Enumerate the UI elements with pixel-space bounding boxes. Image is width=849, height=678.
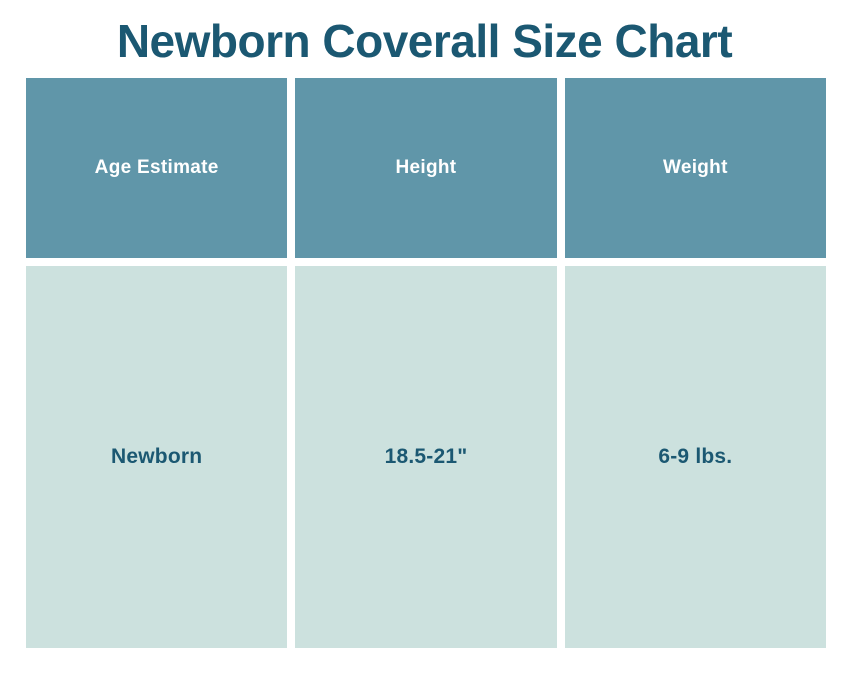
- cell-weight-value: 6-9 lbs.: [564, 266, 826, 648]
- column-header-age-estimate: Age Estimate: [26, 78, 288, 258]
- size-chart-table: Age Estimate Height Weight Newborn 18.5-…: [26, 78, 826, 648]
- page-title: Newborn Coverall Size Chart: [116, 15, 733, 67]
- cell-age-estimate-value: Newborn: [26, 266, 288, 648]
- column-header-height: Height: [295, 78, 557, 258]
- column-header-weight: Weight: [564, 78, 826, 258]
- cell-height-value: 18.5-21": [295, 266, 557, 648]
